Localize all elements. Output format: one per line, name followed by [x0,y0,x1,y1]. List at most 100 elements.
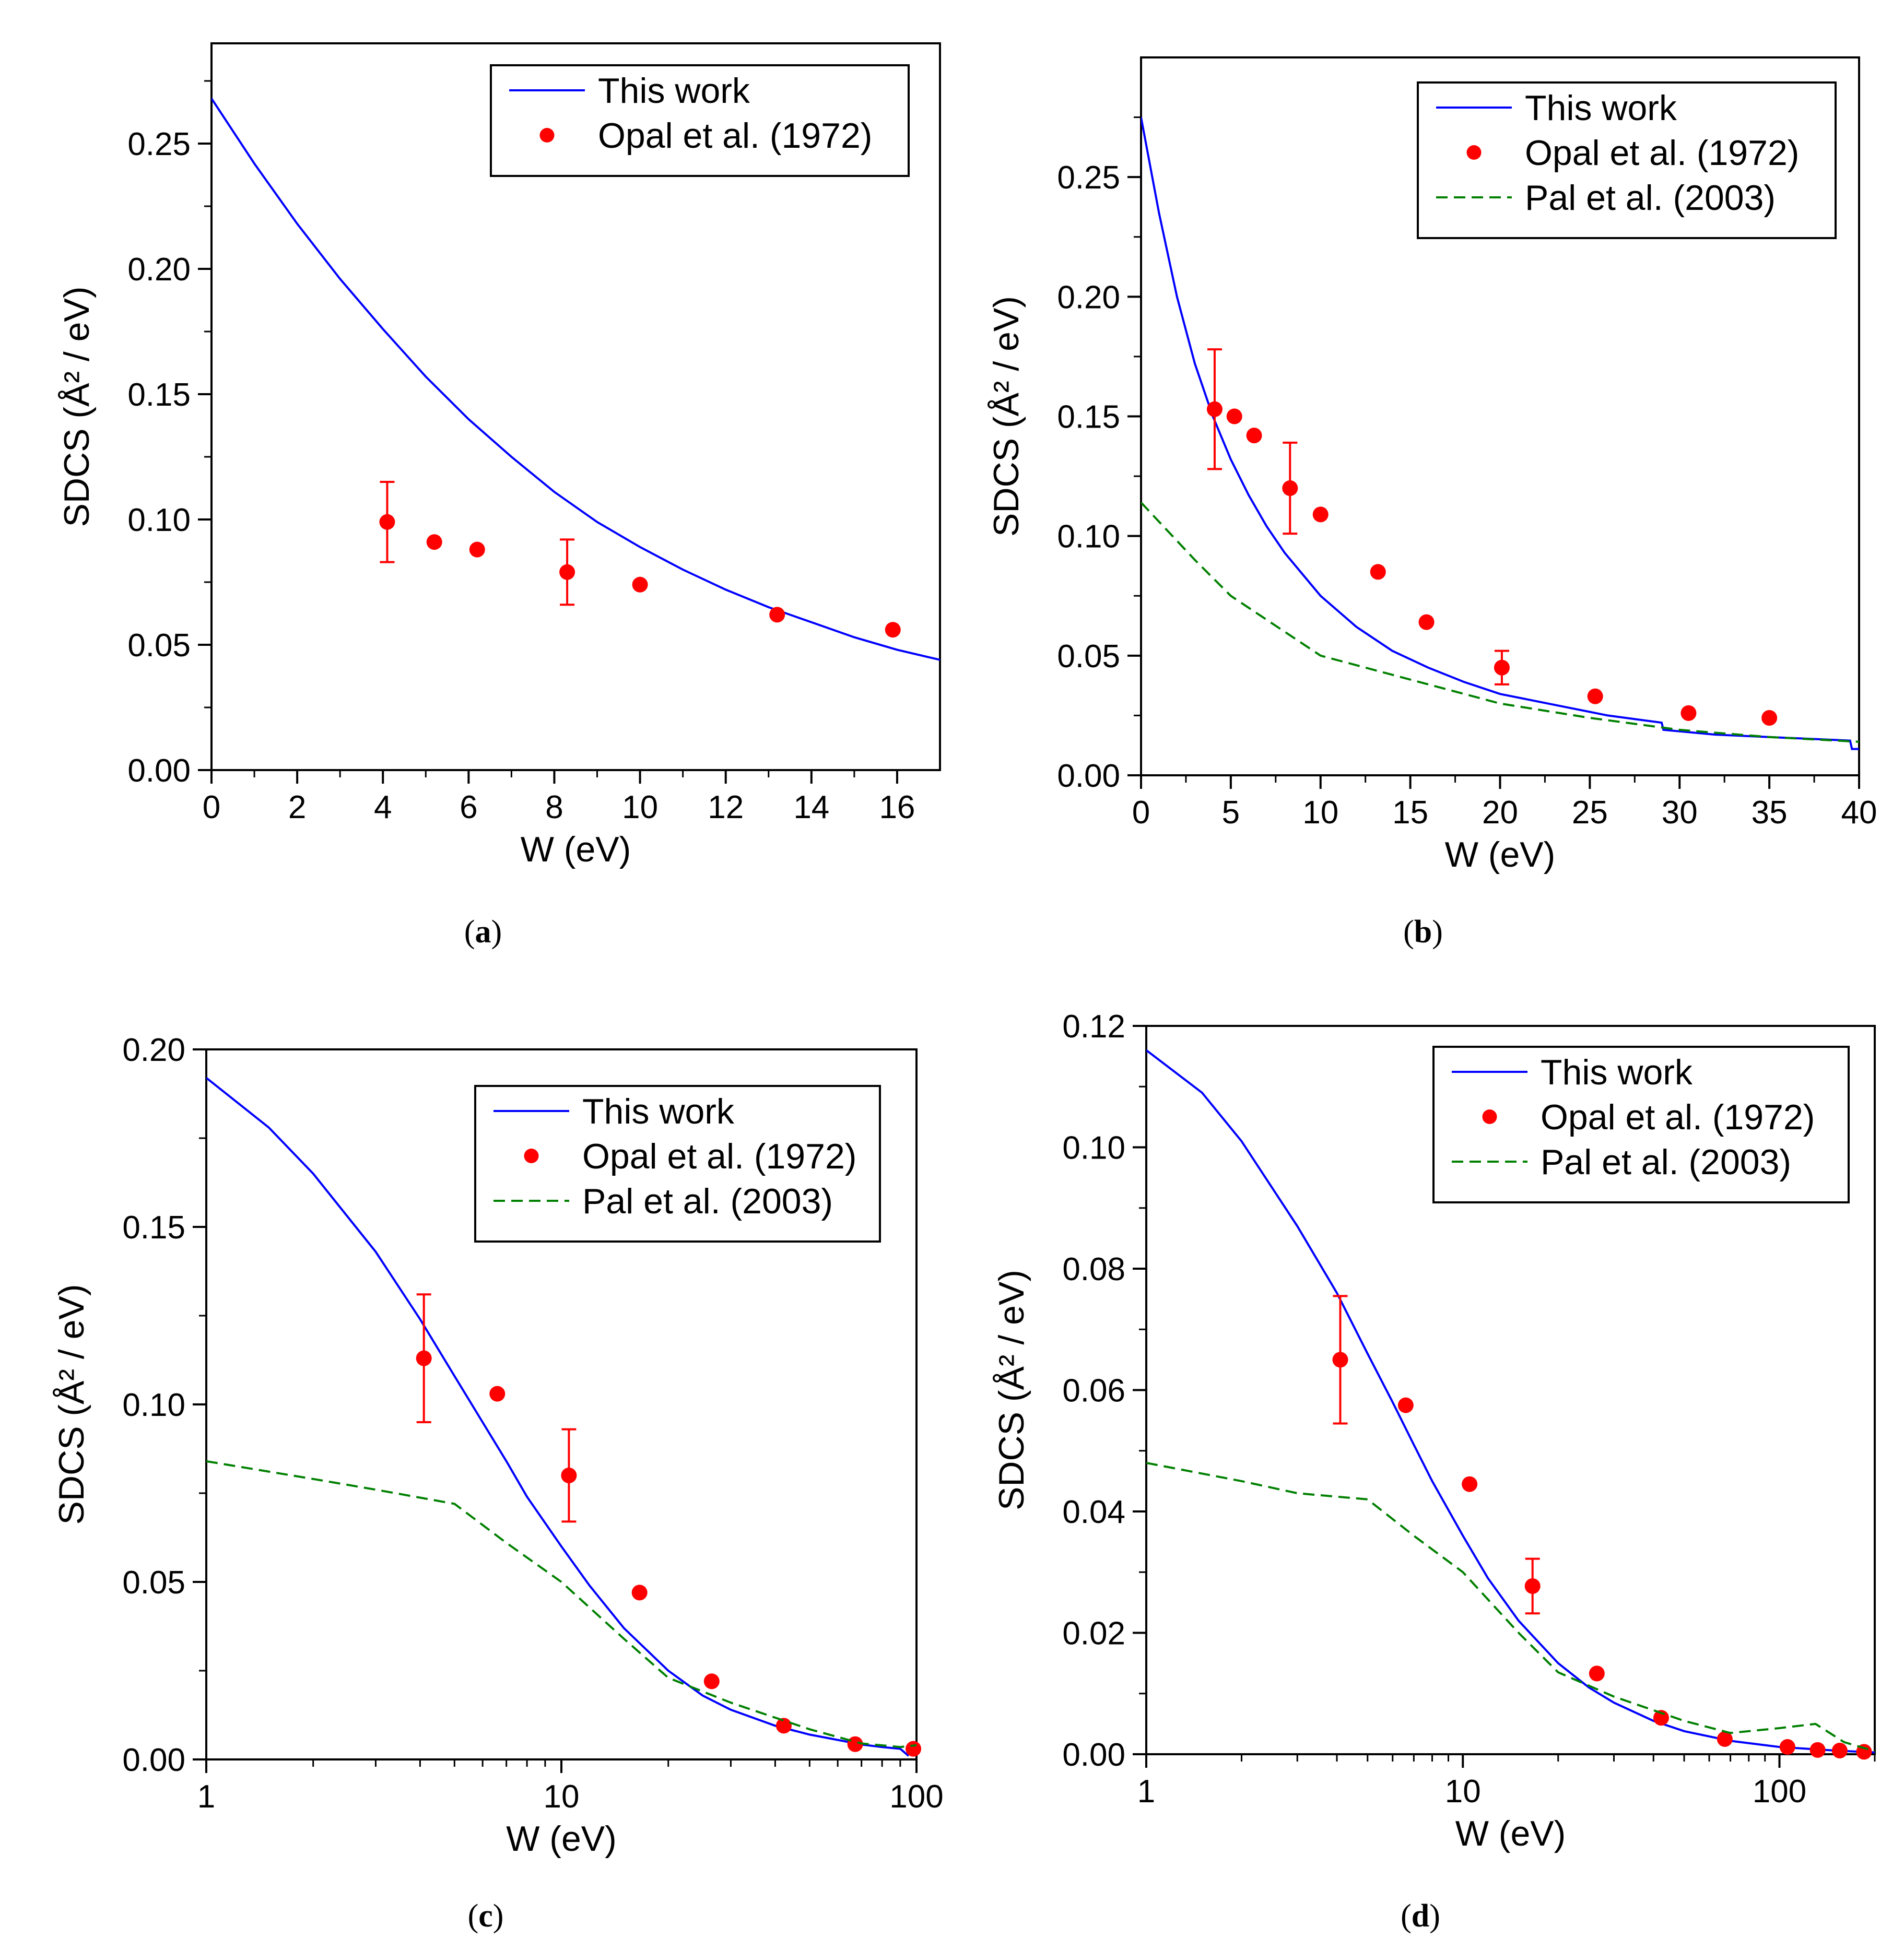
x-tick-label: 6 [460,789,477,825]
y-tick-label: 0.08 [1062,1251,1125,1287]
legend-entry: Pal et al. (2003) [582,1181,833,1221]
data-point [489,1386,506,1402]
data-point [631,1585,648,1601]
series-line-pal [1146,1462,1875,1753]
y-axis-label: SDCS (Å² / eV) [52,1284,91,1525]
legend-entry: Opal et al. (1972) [1541,1097,1815,1137]
data-point [1418,614,1435,630]
data-point [1312,506,1329,523]
x-tick-label: 8 [545,789,563,825]
panel-label: (d) [1401,1898,1440,1934]
chart-panel-d: 1 10 100 0.00 0.02 0.04 0.06 0.08 0.10 0.12 W (eV)… [992,1009,1876,1934]
y-tick-label: 0.12 [1062,1009,1125,1045]
x-tick-label: 14 [793,789,829,825]
legend: This work Opal et al. (1972) Pal et al. (2… [1432,1046,1850,1203]
legend-entry: Opal et al. (1972) [582,1137,856,1176]
data-point [1524,1578,1541,1594]
data-point [632,576,648,593]
data-point [703,1673,720,1689]
x-tick-label: 10 [1445,1774,1481,1810]
x-tick-label: 25 [1572,795,1608,831]
data-point [559,564,575,580]
data-point [469,541,485,558]
y-axis-label: SDCS (Å² / eV) [992,1270,1031,1510]
data-point [775,1718,792,1734]
legend-entry: Pal et al. (2003) [1525,178,1776,218]
panel-letter: c [478,1898,493,1934]
panel-letter: b [1414,914,1432,950]
panel-label: (c) [468,1898,504,1934]
series-line-pal [1141,502,1859,743]
data-point [1462,1476,1478,1492]
legend: This work Opal et al. (1972) Pal et al. (2… [474,1085,881,1243]
y-tick-label: 0.25 [1057,160,1120,196]
data-point [426,534,442,550]
legend-marker [1482,1109,1497,1124]
data-point [1332,1352,1348,1368]
x-tick-label: 40 [1841,795,1877,831]
data-point [1589,1665,1605,1682]
y-tick-label: 0.10 [1062,1130,1125,1166]
x-axis-label: W (eV) [521,830,631,869]
legend-entry: Pal et al. (2003) [1541,1142,1791,1182]
legend-box [490,64,910,177]
x-axis-label: W (eV) [1455,1814,1566,1853]
series-opal [1332,1295,1872,1760]
series-line-pal [206,1460,916,1748]
data-point [1397,1397,1414,1413]
x-tick-label: 10 [544,1779,580,1815]
data-point [769,607,785,623]
y-axis-label: SDCS (Å² / eV) [986,296,1026,537]
legend-marker [1466,145,1482,160]
data-point [1246,428,1262,444]
panel-label: (a) [464,914,502,950]
y-tick-label: 0.25 [127,126,191,162]
legend-entry: This work [598,71,750,111]
data-point [1779,1739,1795,1755]
y-tick-label: 0.15 [127,377,191,413]
x-tick-label: 1 [197,1779,215,1815]
series-opal [416,1293,922,1757]
panel-label: (b) [1403,914,1443,950]
panel-letter: d [1412,1898,1429,1934]
x-tick-label: 2 [288,789,306,825]
panel-letter: a [475,914,491,950]
x-tick-label: 5 [1222,795,1240,831]
y-tick-label: 0.05 [122,1565,185,1601]
x-tick-label: 10 [1302,795,1338,831]
y-tick-label: 0.06 [1062,1373,1125,1409]
data-point [1282,480,1298,496]
data-point [1761,710,1778,726]
y-axis-label: SDCS (Å² / eV) [57,287,97,527]
legend-marker [524,1149,539,1163]
y-tick-label: 0.02 [1062,1616,1125,1652]
data-point [1653,1710,1669,1726]
x-tick-label: 15 [1392,795,1428,831]
data-point [379,514,395,530]
legend-entry: This work [1525,88,1677,128]
x-tick-label: 1 [1137,1774,1155,1810]
y-tick-label: 0.20 [122,1032,185,1068]
x-tick-label: 35 [1752,795,1788,831]
y-tick-label: 0.04 [1062,1494,1125,1530]
y-tick-label: 0.00 [1062,1737,1125,1773]
legend-entry: Opal et al. (1972) [1525,133,1799,173]
legend: This work Opal et al. (1972) [490,64,910,177]
legend-marker [539,128,555,143]
y-tick-label: 0.00 [127,753,191,789]
y-tick-label: 0.10 [127,502,191,538]
data-point [1370,564,1386,580]
y-tick-label: 0.10 [122,1387,185,1423]
legend-box [474,1085,881,1243]
data-point [1494,659,1510,676]
legend-entry: This work [1541,1053,1693,1092]
series-line-this-work [211,98,940,661]
y-tick-label: 0.00 [122,1742,185,1778]
x-tick-label: 30 [1662,795,1698,831]
legend-entry: Opal et al. (1972) [598,116,872,156]
data-point [561,1468,577,1483]
chart-panel-c: 1 10 100 0.00 0.05 0.10 0.15 0.20 W (eV) SDCS (Å²… [52,1032,944,1934]
data-point [1226,408,1242,424]
x-tick-label: 0 [203,789,220,825]
